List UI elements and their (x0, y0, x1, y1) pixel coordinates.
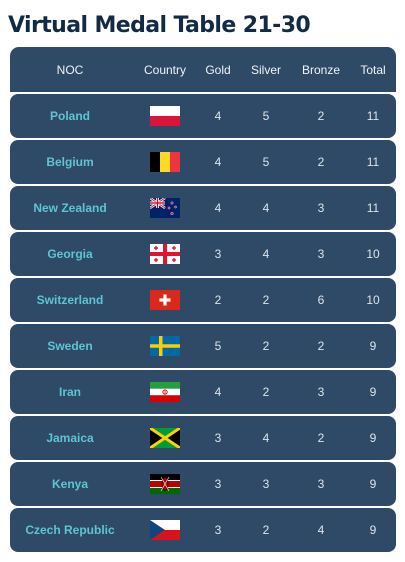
bronze-count: 4 (317, 523, 325, 537)
country-flag-cell (140, 140, 190, 184)
gold-count: 4 (214, 201, 222, 215)
table-row: New Zealand 4 4 3 11 (10, 186, 396, 230)
silver-count: 4 (262, 431, 270, 445)
table-row: Sweden 5 2 2 9 (10, 324, 396, 368)
new-zealand-flag-icon (150, 198, 180, 218)
table-row: Jamaica 3 4 2 9 (10, 416, 396, 460)
bronze-count: 3 (317, 247, 325, 261)
georgia-flag-icon (150, 244, 180, 264)
country-flag-cell (140, 370, 190, 414)
czech-republic-flag-icon (150, 520, 180, 540)
gold-count: 4 (214, 109, 222, 123)
gold-count: 3 (214, 477, 222, 491)
table-row: Iran 4 2 3 9 (10, 370, 396, 414)
table-row: Poland 4 5 2 11 (10, 94, 396, 138)
bronze-count: 2 (317, 155, 325, 169)
gold-count: 3 (214, 431, 222, 445)
country-flag-cell (140, 232, 190, 276)
sweden-flag-icon (150, 336, 180, 356)
iran-flag-icon (150, 382, 180, 402)
belgium-flag-icon (150, 152, 180, 172)
country-flag-cell (140, 278, 190, 322)
noc-name: Czech Republic (25, 523, 115, 537)
bronze-count: 2 (317, 431, 325, 445)
country-flag-cell (140, 94, 190, 138)
country-flag-cell (140, 462, 190, 506)
header-silver: Silver (250, 62, 281, 77)
header-noc: NOC (56, 62, 84, 77)
bronze-count: 6 (317, 293, 325, 307)
gold-count: 2 (214, 293, 222, 307)
gold-count: 3 (214, 523, 222, 537)
header-country: Country (143, 62, 187, 77)
silver-count: 4 (262, 201, 270, 215)
silver-count: 4 (262, 247, 270, 261)
silver-count: 5 (262, 155, 270, 169)
total-count: 9 (369, 477, 377, 491)
gold-count: 4 (214, 155, 222, 169)
country-flag-cell (140, 508, 190, 552)
header-total: Total (360, 62, 386, 77)
gold-count: 3 (214, 247, 222, 261)
total-count: 10 (366, 247, 380, 261)
bronze-count: 3 (317, 477, 325, 491)
header-gold: Gold (205, 62, 231, 77)
gold-count: 5 (214, 339, 222, 353)
noc-name: Kenya (51, 477, 89, 491)
noc-name: Jamaica (46, 431, 94, 445)
header-bronze: Bronze (301, 62, 341, 77)
page-title: Virtual Medal Table 21-30 (8, 13, 311, 38)
bronze-count: 2 (317, 109, 325, 123)
bronze-count: 3 (317, 201, 325, 215)
silver-count: 2 (262, 385, 270, 399)
total-count: 10 (366, 293, 380, 307)
table-row: Switzerland 2 2 6 10 (10, 278, 396, 322)
jamaica-flag-icon (150, 428, 180, 448)
table-row: Kenya 3 3 3 9 (10, 462, 396, 506)
table-header: NOC Country Gold Silver Bronze Total (10, 47, 396, 92)
medal-table: NOC Country Gold Silver Bronze Total Pol… (10, 47, 396, 552)
total-count: 9 (369, 431, 377, 445)
total-count: 9 (369, 385, 377, 399)
silver-count: 2 (262, 293, 270, 307)
table-row: Belgium 4 5 2 11 (10, 140, 396, 184)
noc-name: Switzerland (36, 293, 104, 307)
table-row: Georgia 3 4 3 10 (10, 232, 396, 276)
bronze-count: 2 (317, 339, 325, 353)
country-flag-cell (140, 186, 190, 230)
noc-name: Sweden (47, 339, 93, 353)
bronze-count: 3 (317, 385, 325, 399)
noc-name: New Zealand (33, 201, 107, 215)
total-count: 9 (369, 523, 377, 537)
silver-count: 3 (262, 477, 270, 491)
noc-name: Belgium (46, 155, 94, 169)
kenya-flag-icon (150, 474, 180, 494)
total-count: 11 (366, 109, 380, 123)
silver-count: 2 (262, 339, 270, 353)
noc-name: Georgia (47, 247, 93, 261)
country-flag-cell (140, 416, 190, 460)
switzerland-flag-icon (150, 290, 180, 310)
table-row: Czech Republic 3 2 4 9 (10, 508, 396, 552)
total-count: 11 (366, 201, 380, 215)
noc-name: Iran (58, 385, 81, 399)
noc-name: Poland (49, 109, 90, 123)
silver-count: 2 (262, 523, 270, 537)
total-count: 9 (369, 339, 377, 353)
poland-flag-icon (150, 106, 180, 126)
gold-count: 4 (214, 385, 222, 399)
silver-count: 5 (262, 109, 270, 123)
total-count: 11 (366, 155, 380, 169)
country-flag-cell (140, 324, 190, 368)
